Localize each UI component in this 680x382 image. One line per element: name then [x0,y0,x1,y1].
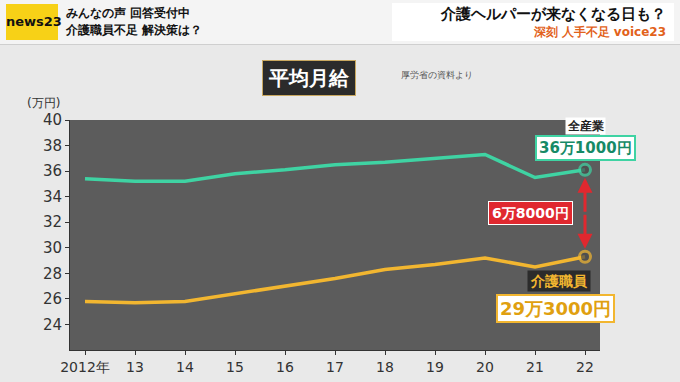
svg-text:平均月給: 平均月給 [268,66,350,90]
svg-text:2012年: 2012年 [60,359,110,375]
svg-text:(万円): (万円) [27,96,60,110]
svg-text:21: 21 [526,359,544,375]
svg-text:36: 36 [43,162,62,180]
html-text:news23: news23 [6,14,62,29]
svg-text:15: 15 [226,359,244,375]
svg-text:22: 22 [576,359,594,375]
svg-text:40: 40 [43,111,62,129]
svg-text:18: 18 [376,359,394,375]
svg-text:16: 16 [276,359,294,375]
svg-text:17: 17 [326,359,344,375]
html-text:みんなの声 回答受付中: みんなの声 回答受付中 [66,6,191,20]
svg-text:14: 14 [176,359,194,375]
svg-text:32: 32 [43,213,62,231]
svg-text:介護職員: 介護職員 [530,273,588,289]
html-text:介護ヘルパーが来なくなる日も？: 介護ヘルパーが来なくなる日も？ [441,5,666,23]
svg-text:6万8000円: 6万8000円 [492,205,569,221]
svg-text:29万3000円: 29万3000円 [500,298,611,319]
svg-text:26: 26 [43,290,62,308]
svg-text:30: 30 [43,239,62,257]
svg-text:36万1000円: 36万1000円 [539,139,632,157]
svg-text:24: 24 [43,316,62,334]
svg-text:20: 20 [476,359,494,375]
svg-text:28: 28 [43,265,62,283]
svg-text:19: 19 [426,359,444,375]
svg-text:13: 13 [126,359,144,375]
html-text:介護職員不足 解決策は？: 介護職員不足 解決策は？ [66,23,203,37]
svg-text:厚労省の資料より: 厚労省の資料より [401,70,473,80]
svg-text:全産業: 全産業 [567,119,604,133]
html-text:深刻 人手不足 voice23: 深刻 人手不足 voice23 [533,25,666,39]
svg-text:34: 34 [43,188,62,206]
svg-text:38: 38 [43,137,62,155]
